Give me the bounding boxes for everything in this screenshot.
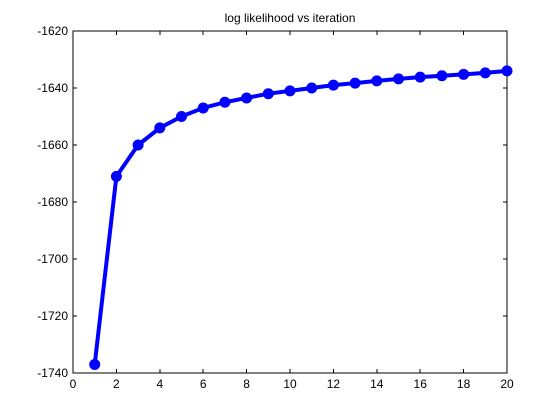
series [89,65,513,370]
data-point [327,79,339,91]
x-tick-label: 6 [200,377,207,391]
data-point [436,70,448,82]
x-tick-label: 2 [113,377,120,391]
y-tick-label: -1640 [37,81,68,95]
axes [72,30,508,374]
x-tick-label: 18 [457,377,471,391]
y-tick-label: -1620 [37,24,68,38]
data-point [154,122,166,134]
data-point [241,92,253,104]
y-tick-label: -1720 [37,309,68,323]
data-point [349,77,361,89]
y-tick-label: -1660 [37,138,68,152]
data-point [414,71,426,83]
x-tick-label: 10 [283,377,297,391]
data-point [262,88,274,100]
series-line [92,68,509,367]
data-point [479,67,491,79]
chart-title: log likelihood vs iteration [225,11,356,25]
data-point [176,111,187,122]
data-point [501,65,513,77]
data-point [132,139,144,151]
data-point [371,75,383,87]
data-point [284,85,296,97]
data-point [393,73,404,85]
data-point [110,170,122,182]
data-point [197,102,209,114]
x-tick-label: 20 [500,377,514,391]
y-tick-label: -1680 [37,195,68,209]
data-point [219,96,231,108]
x-tick-label: 14 [370,377,384,391]
y-tick-label: -1700 [37,252,68,266]
x-tick-label: 4 [156,377,163,391]
data-point [89,358,101,370]
x-tick-label: 16 [414,377,428,391]
plot-area-box [72,30,508,374]
y-tick-label: -1740 [37,366,68,380]
data-point [306,82,318,94]
x-tick-label: 8 [243,377,250,391]
data-point [458,68,470,80]
x-tick-label: 0 [70,377,77,391]
x-tick-label: 12 [327,377,341,391]
ticks: 0 2 4 6 8 10 12 14 16 18 20 -1620 -1640 -1660 -1680 -17… [37,24,514,391]
